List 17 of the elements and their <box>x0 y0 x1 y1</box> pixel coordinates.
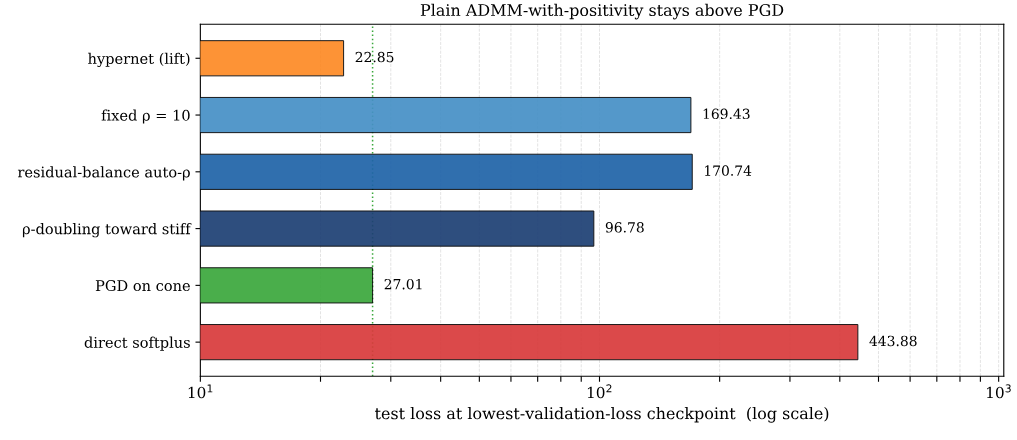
x-tick-label: 10$^{2}$ <box>587 384 612 399</box>
y-tick-label: fixed ρ = 10 <box>101 109 190 124</box>
y-tick-label: PGD on cone <box>95 280 190 292</box>
y-tick-label: direct softplus <box>84 336 190 351</box>
data-label: 27.01 <box>384 278 422 290</box>
data-label: 170.74 <box>705 165 752 176</box>
x-axis-title: test loss at lowest-validation-loss checkpoint (log scale) <box>375 406 829 423</box>
chart-title: Plain ADMM-with-positivity stays above PGD <box>420 3 784 20</box>
data-label: 169.43 <box>703 108 750 120</box>
y-tick-label: hypernet (lift) <box>88 52 190 68</box>
y-tick-label: residual-balance auto-ρ <box>17 166 190 181</box>
data-label: 443.88 <box>869 335 917 347</box>
x-tick-label: 10$^{1}$ <box>188 384 213 399</box>
data-label: 22.85 <box>355 51 394 63</box>
data-label: 96.78 <box>605 222 644 233</box>
x-tick-label: 10$^{3}$ <box>987 384 1011 399</box>
y-tick-label: ρ-doubling toward stiff <box>22 223 192 238</box>
